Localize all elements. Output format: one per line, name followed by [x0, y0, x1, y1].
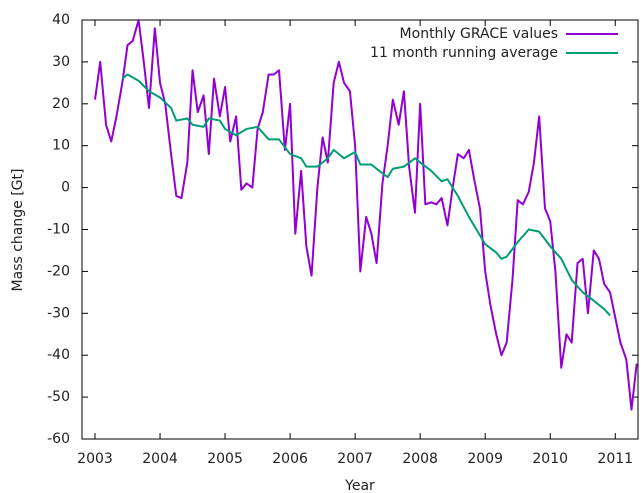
- legend-label: 11 month running average: [370, 45, 558, 61]
- series-line: [121, 73, 611, 317]
- x-tick-label: 2011: [597, 451, 633, 467]
- plot-frame: [81, 19, 639, 440]
- x-tick-label: 2008: [402, 451, 438, 467]
- x-tick-label: 2004: [142, 451, 178, 467]
- y-tick-label: 0: [61, 180, 70, 196]
- y-tick-label: -30: [47, 305, 70, 321]
- x-tick-label: 2009: [467, 451, 503, 467]
- x-tick-label: 2003: [77, 451, 113, 467]
- y-tick-label: 40: [52, 12, 70, 28]
- y-tick-label: 20: [52, 96, 70, 112]
- y-axis-label: Mass change [Gt]: [10, 169, 26, 292]
- series-line: [94, 19, 638, 411]
- x-tick-label: 2006: [272, 451, 308, 467]
- x-tick-label: 2005: [207, 451, 243, 467]
- y-tick-label: -50: [47, 389, 70, 405]
- y-tick-label: 30: [52, 54, 70, 70]
- x-axis-label: Year: [344, 478, 375, 493]
- x-tick-label: 2007: [337, 451, 373, 467]
- y-tick-label: 10: [52, 138, 70, 154]
- y-tick-label: -20: [47, 263, 70, 279]
- y-tick-label: -60: [47, 431, 70, 447]
- y-tick-label: -40: [47, 347, 70, 363]
- y-tick-label: -10: [47, 222, 70, 238]
- legend-label: Monthly GRACE values: [400, 26, 558, 42]
- x-tick-label: 2010: [532, 451, 568, 467]
